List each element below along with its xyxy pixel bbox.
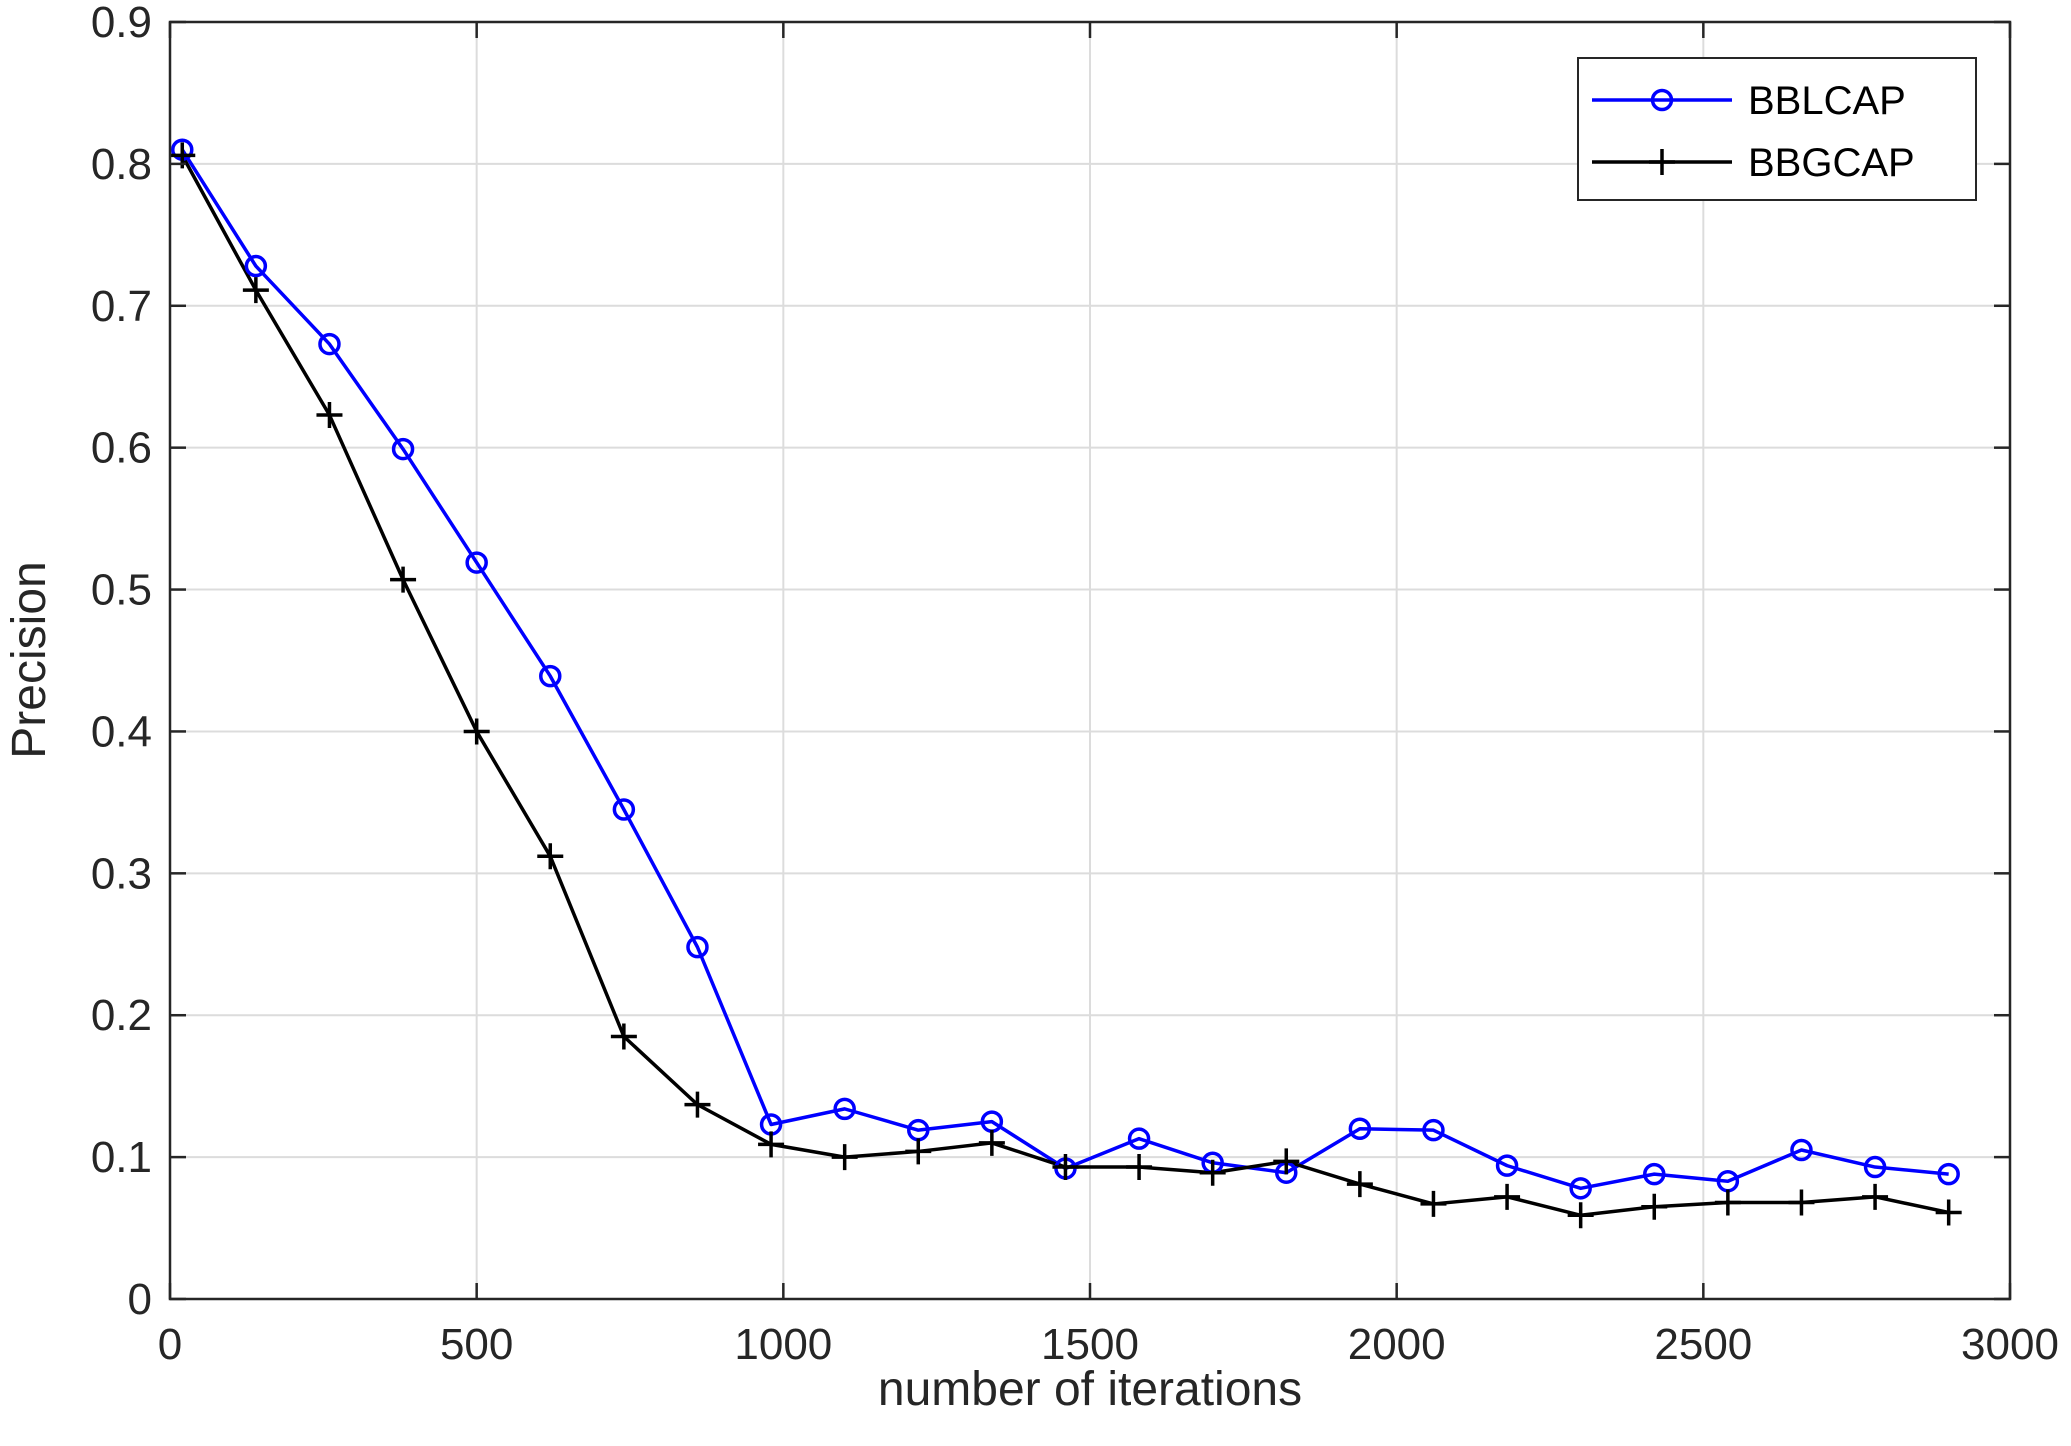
data-point-circle — [1790, 1138, 1813, 1162]
y-tick-label: 0.7 — [91, 282, 152, 331]
x-tick-label: 0 — [158, 1320, 182, 1369]
data-point-plus — [978, 1129, 1005, 1156]
y-tick-label: 0 — [128, 1275, 152, 1324]
data-point-plus — [1649, 149, 1675, 175]
data-point-plus — [1714, 1189, 1741, 1216]
y-tick-label: 0.1 — [91, 1133, 152, 1182]
x-tick-label: 2500 — [1654, 1320, 1752, 1369]
data-point-plus — [316, 402, 343, 429]
legend-label-bblcap: BBLCAP — [1748, 79, 1906, 123]
y-tick-label: 0.8 — [91, 140, 152, 189]
legend-label-bbgcap: BBGCAP — [1748, 141, 1915, 185]
data-point-plus — [1788, 1189, 1815, 1216]
legend: BBLCAP BBGCAP — [1577, 57, 1977, 201]
data-point-plus — [758, 1131, 785, 1158]
data-point-circle — [1422, 1118, 1445, 1142]
y-axis-label: Precision — [3, 561, 56, 758]
y-tick-label: 0.5 — [91, 566, 152, 615]
data-point-plus — [463, 718, 490, 745]
data-point-circle — [318, 332, 341, 356]
y-tick-label: 0.6 — [91, 424, 152, 473]
x-tick-label: 500 — [440, 1320, 513, 1369]
data-point-plus — [905, 1138, 932, 1165]
y-tick-label: 0.3 — [91, 849, 152, 898]
y-tick-label: 0.2 — [91, 991, 152, 1040]
x-axis-label: number of iterations — [878, 1363, 1302, 1416]
data-point-circle — [391, 437, 415, 461]
data-point-plus — [1862, 1183, 1889, 1210]
data-point-circle — [1348, 1117, 1372, 1140]
series-markers — [169, 138, 1962, 1229]
data-point-plus — [1567, 1202, 1594, 1229]
data-point-circle — [1643, 1162, 1666, 1186]
data-point-circle — [833, 1097, 856, 1121]
data-point-plus — [1199, 1159, 1226, 1186]
data-point-plus — [1494, 1183, 1521, 1210]
data-point-plus — [390, 566, 417, 593]
data-point-plus — [242, 277, 269, 304]
grid-lines — [170, 22, 2010, 1299]
x-tick-label: 2000 — [1348, 1320, 1446, 1369]
data-point-circle — [1495, 1154, 1519, 1177]
data-point-plus — [537, 843, 564, 870]
data-point-plus — [1126, 1154, 1153, 1181]
x-tick-label: 1000 — [734, 1320, 832, 1369]
y-tick-label: 0.9 — [91, 0, 152, 47]
data-point-plus — [1052, 1154, 1079, 1181]
markers-bbgcap — [169, 142, 1962, 1229]
data-point-circle — [1127, 1127, 1151, 1150]
data-point-circle — [1569, 1177, 1592, 1200]
data-point-circle — [612, 798, 636, 821]
legend-box — [1577, 57, 1977, 201]
data-point-circle — [539, 664, 562, 688]
data-point-plus — [610, 1023, 637, 1050]
data-point-plus — [831, 1144, 858, 1171]
data-point-plus — [1420, 1190, 1447, 1217]
y-tick-labels: 0 0.1 0.2 0.3 0.4 0.5 0.6 0.7 0.8 0.9 — [91, 0, 152, 1324]
data-point-circle — [1937, 1162, 1960, 1186]
legend-entries: BBLCAP BBGCAP — [1592, 79, 1915, 185]
data-point-plus — [1346, 1171, 1373, 1198]
data-point-circle — [244, 254, 268, 278]
data-point-circle — [1863, 1155, 1887, 1179]
x-tick-labels: 0 500 1000 1500 2000 2500 3000 — [158, 1320, 2059, 1369]
data-point-circle — [686, 935, 709, 959]
data-point-plus — [684, 1091, 711, 1118]
x-tick-label: 1500 — [1041, 1320, 1139, 1369]
data-point-plus — [1935, 1199, 1962, 1226]
x-tick-label: 3000 — [1961, 1320, 2059, 1369]
data-point-circle — [1650, 88, 1674, 112]
data-point-plus — [1641, 1193, 1668, 1220]
data-point-plus — [1273, 1148, 1300, 1175]
data-point-circle — [465, 551, 488, 574]
axis-ticks — [168, 20, 2012, 1301]
y-tick-label: 0.4 — [91, 707, 152, 756]
